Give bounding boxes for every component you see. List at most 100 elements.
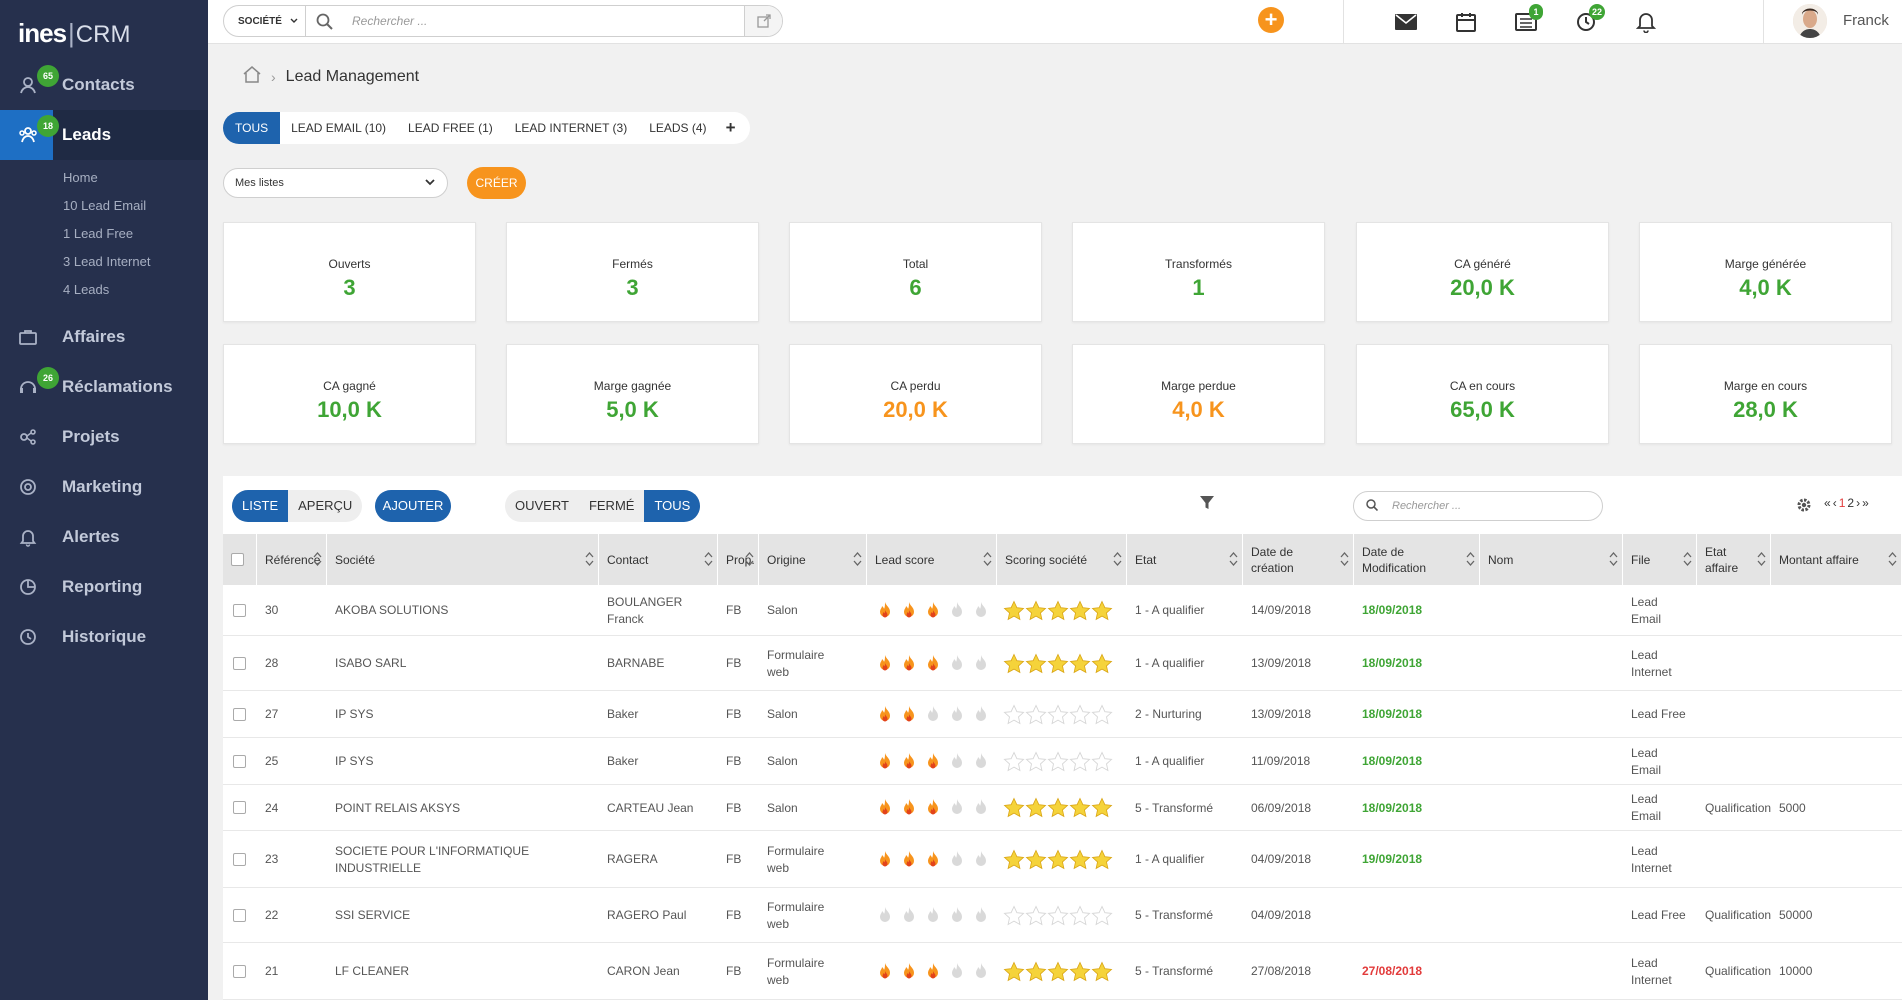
company-scoring <box>1003 703 1113 726</box>
row-checkbox[interactable] <box>233 603 246 617</box>
sort-icon[interactable] <box>1340 551 1349 567</box>
filter-closed-button[interactable]: FERMÉ <box>588 498 635 513</box>
tab-tous[interactable]: TOUS <box>223 112 281 144</box>
sort-icon[interactable] <box>1466 551 1475 567</box>
column-header[interactable]: Contact <box>599 534 718 585</box>
sidebar-item-marketing[interactable]: Marketing <box>0 462 208 512</box>
sidebar-item-affaires[interactable]: Affaires <box>0 312 208 362</box>
sidebar-item-reclamations[interactable]: 26 Réclamations <box>0 362 208 412</box>
sort-icon[interactable] <box>853 551 862 567</box>
column-header[interactable]: Montant affaire <box>1771 534 1902 585</box>
sort-icon[interactable] <box>585 551 594 567</box>
table-row[interactable]: 27 IP SYS Baker FB Salon 2 - Nurturing 13/09/2… <box>223 691 1902 738</box>
pager-prev[interactable]: ‹ <box>1832 496 1837 510</box>
column-header[interactable]: Etat affaire <box>1697 534 1771 585</box>
sub-item-leads[interactable]: 4 Leads <box>63 282 110 297</box>
column-header[interactable]: Origine <box>759 534 867 585</box>
row-checkbox[interactable] <box>233 707 246 721</box>
table-row[interactable]: 22 SSI SERVICE RAGERO Paul FB Formulaire web… <box>223 888 1902 943</box>
clock-icon[interactable]: 22 <box>1573 4 1606 35</box>
filter-all-button[interactable]: TOUS <box>644 490 701 522</box>
bell-icon[interactable] <box>1633 9 1659 35</box>
sort-icon[interactable] <box>1683 551 1692 567</box>
sort-icon[interactable] <box>1757 551 1766 567</box>
row-checkbox[interactable] <box>233 908 246 922</box>
table-row[interactable]: 21 LF CLEANER CARON Jean FB Formulaire web 5 … <box>223 943 1902 1000</box>
column-header[interactable]: Etat <box>1127 534 1243 585</box>
row-checkbox[interactable] <box>233 801 246 814</box>
row-checkbox[interactable] <box>233 964 246 978</box>
sidebar-item-contacts[interactable]: 65 Contacts <box>0 60 208 110</box>
filter-open-button[interactable]: OUVERT <box>515 498 569 513</box>
calendar-icon[interactable] <box>1453 9 1479 35</box>
table-row[interactable]: 28 ISABO SARL BARNABE FB Formulaire web 1 - A… <box>223 636 1902 691</box>
quick-add-button[interactable]: + <box>1258 7 1284 33</box>
sort-icon[interactable] <box>745 551 754 567</box>
pager-page-1[interactable]: 1 <box>1838 496 1846 510</box>
row-checkbox[interactable] <box>233 852 246 866</box>
sort-icon[interactable] <box>1113 551 1122 567</box>
search-scope-select[interactable]: SOCIÉTÉ <box>224 6 306 36</box>
sub-item-home[interactable]: Home <box>63 170 98 185</box>
sidebar-item-alertes[interactable]: Alertes <box>0 512 208 562</box>
column-header[interactable]: Société <box>327 534 599 585</box>
avatar[interactable] <box>1793 4 1827 38</box>
column-header[interactable]: File <box>1623 534 1697 585</box>
tasks-icon[interactable]: 1 <box>1513 4 1543 35</box>
tab-lead-internet[interactable]: LEAD INTERNET (3) <box>514 121 628 135</box>
mail-icon[interactable] <box>1393 9 1419 35</box>
sort-icon[interactable] <box>983 551 992 567</box>
table-row[interactable]: 23 SOCIETE POUR L'INFORMATIQUE INDUSTRIEL… <box>223 831 1902 888</box>
column-header[interactable]: Référence <box>257 534 327 585</box>
table-search-input[interactable]: Rechercher ... <box>1353 491 1603 521</box>
tab-lead-free[interactable]: LEAD FREE (1) <box>408 121 493 135</box>
home-icon[interactable] <box>243 66 261 88</box>
sort-icon[interactable] <box>704 551 713 567</box>
pager-next[interactable]: › <box>1856 496 1861 510</box>
sub-item-lead-free[interactable]: 1 Lead Free <box>63 226 134 241</box>
cell-etat: 2 - Nurturing <box>1135 707 1202 721</box>
column-header[interactable]: Lead score <box>867 534 997 585</box>
column-header[interactable]: Date de Modification <box>1354 534 1480 585</box>
filter-icon[interactable] <box>1200 496 1214 513</box>
tab-leads[interactable]: LEADS (4) <box>649 121 707 135</box>
external-link-icon[interactable] <box>744 6 782 36</box>
table-row[interactable]: 24 POINT RELAIS AKSYS CARTEAU Jean FB Salon 5… <box>223 785 1902 831</box>
star-empty-icon <box>1047 904 1069 927</box>
gear-icon[interactable] <box>1796 497 1812 516</box>
select-all-checkbox[interactable] <box>231 553 244 566</box>
column-header[interactable]: Date de création <box>1243 534 1354 585</box>
row-checkbox[interactable] <box>233 754 246 768</box>
add-tab-button[interactable]: + <box>725 118 736 137</box>
sort-icon[interactable] <box>1229 551 1238 567</box>
column-header[interactable]: Nom <box>1480 534 1623 585</box>
my-lists-select[interactable]: Mes listes <box>223 168 448 198</box>
table-row[interactable]: 25 IP SYS Baker FB Salon 1 - A qualifier 11/09… <box>223 738 1902 785</box>
sub-item-lead-internet[interactable]: 3 Lead Internet <box>63 254 151 269</box>
app-logo[interactable]: ines|CRM <box>0 0 208 60</box>
tab-lead-email[interactable]: LEAD EMAIL (10) <box>291 121 387 135</box>
search-input[interactable]: Rechercher ... <box>352 14 428 28</box>
sidebar-item-reporting[interactable]: Reporting <box>0 562 208 612</box>
pager-first[interactable]: « <box>1824 496 1831 510</box>
sort-icon[interactable] <box>1888 551 1897 567</box>
sort-icon[interactable] <box>313 551 322 567</box>
sidebar-item-historique[interactable]: Historique <box>0 612 208 662</box>
user-name[interactable]: Franck <box>1843 12 1889 29</box>
sub-item-lead-email[interactable]: 10 Lead Email <box>63 198 147 213</box>
kpi-card: Transformés 1 <box>1072 222 1325 322</box>
add-lead-button[interactable]: AJOUTER <box>375 490 451 522</box>
sort-icon[interactable] <box>1609 551 1618 567</box>
pager-page-2[interactable]: 2 <box>1847 496 1855 510</box>
row-checkbox[interactable] <box>233 656 246 670</box>
sidebar-item-projets[interactable]: Projets <box>0 412 208 462</box>
sidebar-item-leads[interactable]: 18 Leads <box>0 110 208 160</box>
cell-file: Lead Free <box>1631 707 1686 721</box>
create-list-button[interactable]: CRÉER <box>467 167 526 199</box>
column-header[interactable]: Prop. <box>718 534 759 585</box>
view-preview-button[interactable]: APERÇU <box>298 498 353 513</box>
pager-last[interactable]: » <box>1862 496 1869 510</box>
view-list-button[interactable]: LISTE <box>232 490 289 522</box>
table-row[interactable]: 30 AKOBA SOLUTIONS BOULANGER Franck FB Salon… <box>223 585 1902 636</box>
column-header[interactable]: Scoring société <box>997 534 1127 585</box>
